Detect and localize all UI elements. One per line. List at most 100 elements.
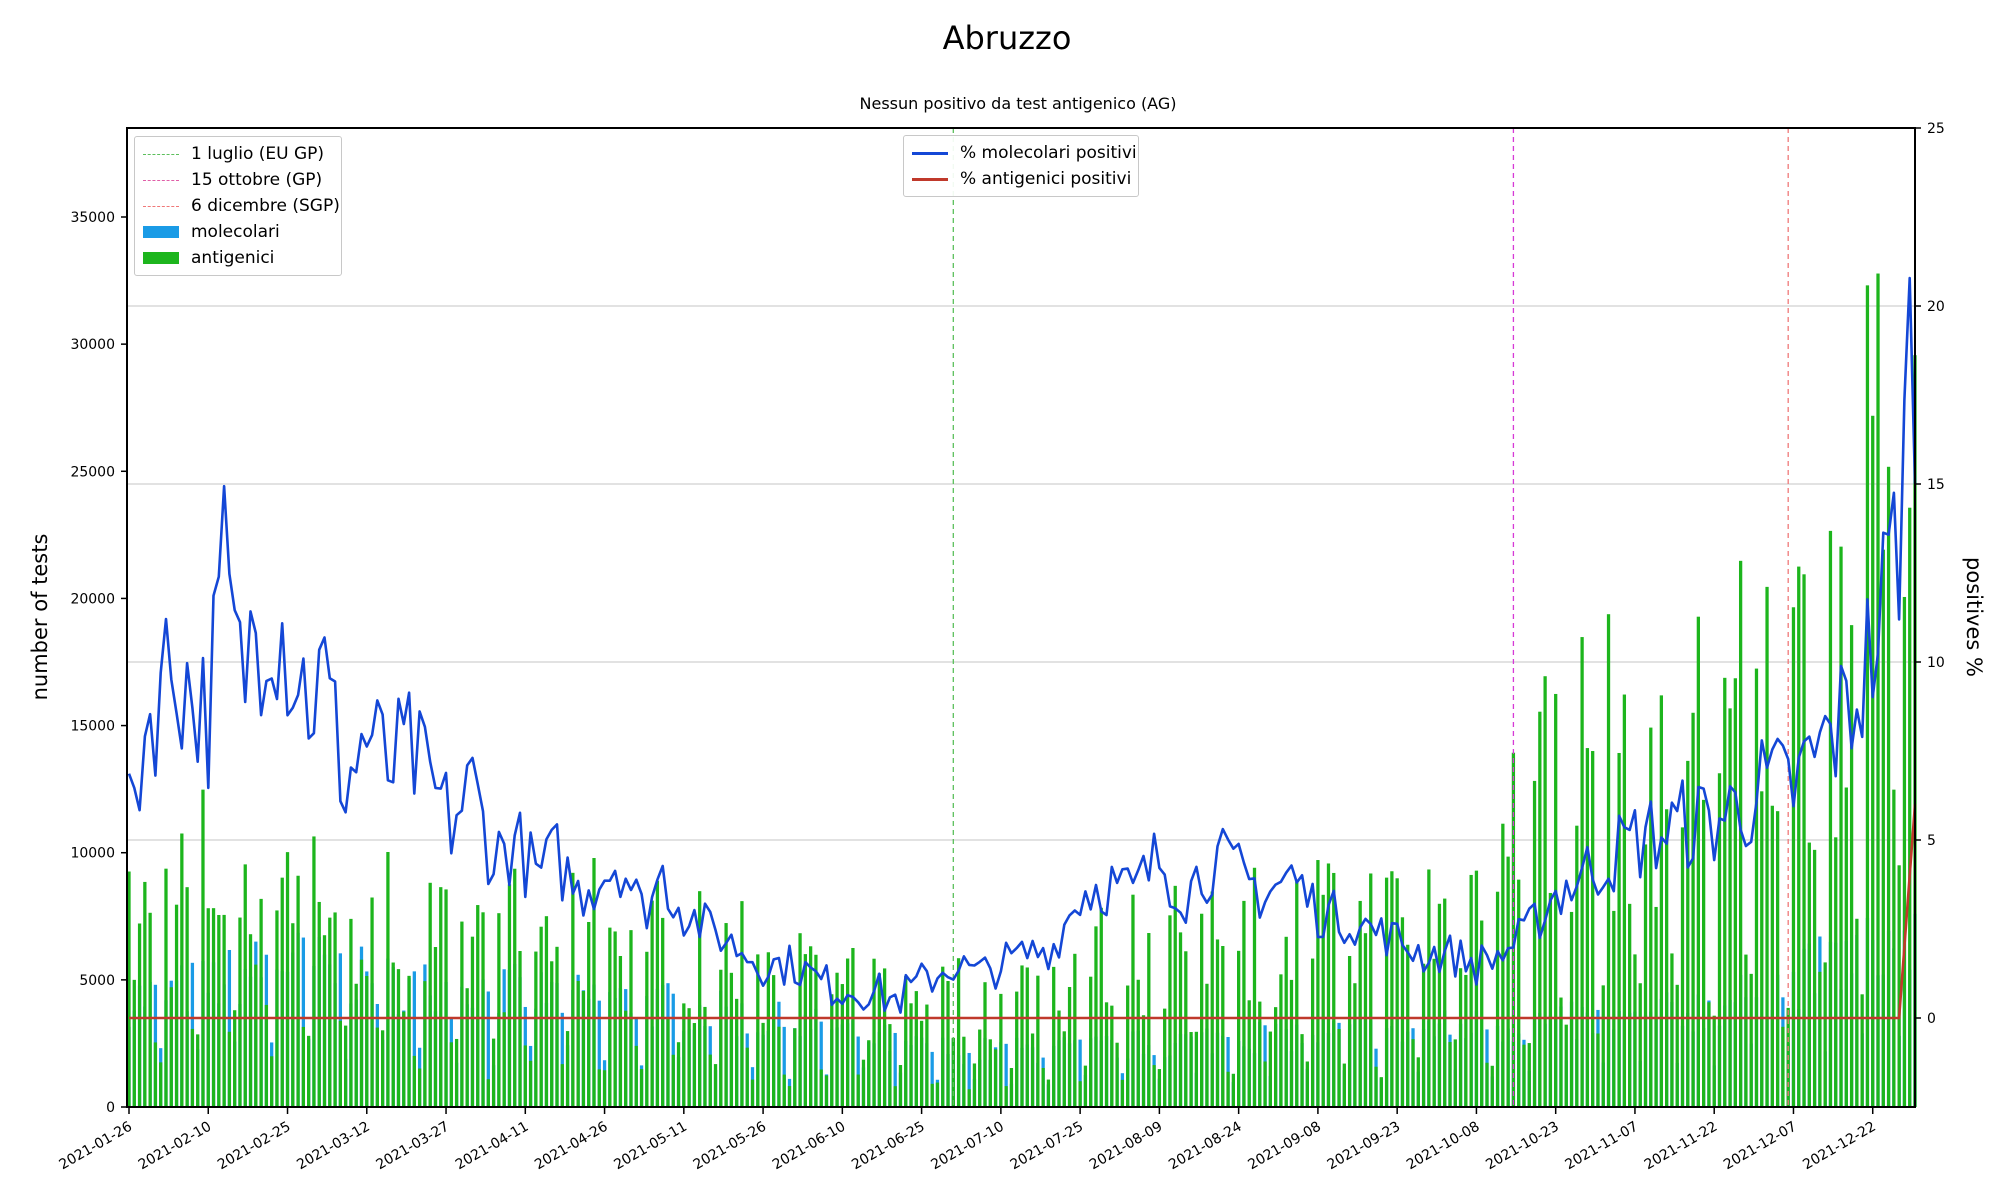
bar-antigenici <box>909 1003 913 1107</box>
bar-antigenici <box>1744 954 1748 1107</box>
bar-antigenici <box>1844 787 1848 1107</box>
bar-antigenici <box>1168 915 1172 1107</box>
bar-antigenici <box>502 1012 506 1107</box>
legend-swatch <box>912 151 948 155</box>
bar-antigenici <box>497 913 501 1107</box>
legend-swatch <box>143 252 179 264</box>
bar-antigenici <box>1221 945 1225 1107</box>
x-tick-label: 2021-02-25 <box>215 1119 293 1174</box>
bar-antigenici <box>1379 1077 1383 1107</box>
bar-antigenici <box>925 1004 929 1107</box>
bar-antigenici <box>930 1083 934 1107</box>
bar-antigenici <box>560 1064 564 1107</box>
bar-antigenici <box>1828 530 1833 1107</box>
bar-antigenici <box>1126 985 1130 1107</box>
bar-antigenici <box>217 915 221 1107</box>
bar-antigenici <box>1495 891 1500 1107</box>
bar-antigenici <box>507 884 512 1107</box>
bar-antigenici <box>254 964 258 1107</box>
bar-antigenici <box>618 955 623 1107</box>
bar-antigenici <box>423 981 427 1107</box>
bar-antigenici <box>1289 979 1294 1107</box>
legend-swatch <box>143 205 179 207</box>
bar-antigenici <box>1908 507 1912 1107</box>
bar-antigenici <box>143 881 147 1107</box>
bar-antigenici <box>1770 805 1774 1107</box>
bar-antigenici <box>809 946 813 1107</box>
bar-antigenici <box>1115 1042 1119 1107</box>
bar-molecolari <box>301 937 306 1107</box>
bar-antigenici <box>1089 976 1093 1107</box>
bar-antigenici <box>528 1060 533 1107</box>
bar-antigenici <box>624 1010 628 1107</box>
bar-antigenici <box>1559 997 1563 1107</box>
bar-antigenici <box>280 877 284 1107</box>
bar-antigenici <box>1702 799 1706 1107</box>
bar-antigenici <box>1876 273 1880 1108</box>
bar-antigenici <box>888 1024 892 1107</box>
bar-antigenici <box>338 1020 342 1107</box>
x-tick-label: 2021-09-23 <box>1325 1119 1403 1174</box>
series-lines <box>127 276 1917 1020</box>
bar-antigenici <box>1305 1061 1309 1107</box>
bar-antigenici <box>1025 967 1029 1107</box>
bar-antigenici <box>750 1079 755 1107</box>
bar-antigenici <box>1612 910 1616 1107</box>
bar-antigenici <box>1237 950 1241 1107</box>
y-axis-label: number of tests <box>28 534 52 701</box>
x-tick-label: 2021-09-08 <box>1245 1119 1323 1174</box>
bar-antigenici <box>1606 614 1611 1107</box>
x-tick-label: 2021-11-07 <box>1562 1119 1640 1174</box>
bar-antigenici <box>1152 1065 1156 1107</box>
bar-antigenici <box>1226 1071 1230 1107</box>
x-tick-label: 2021-06-25 <box>849 1119 927 1174</box>
bar-antigenici <box>639 1069 644 1107</box>
bar-antigenici <box>180 833 184 1107</box>
bar-antigenici <box>1147 933 1151 1107</box>
bar-antigenici <box>893 1086 897 1107</box>
bar-antigenici <box>544 916 549 1107</box>
bar-antigenici <box>1675 984 1679 1107</box>
bar-antigenici <box>407 975 411 1107</box>
bar-antigenici <box>1189 1032 1193 1107</box>
y2-axis-label: positives % <box>1962 557 1986 677</box>
x-tick-label: 2021-04-26 <box>532 1119 611 1174</box>
bar-antigenici <box>460 921 464 1107</box>
bar-antigenici <box>1712 1015 1716 1107</box>
bar-antigenici <box>396 969 401 1107</box>
bar-antigenici <box>713 1064 718 1107</box>
bar-antigenici <box>1110 1005 1114 1107</box>
bar-antigenici <box>1200 913 1204 1107</box>
bar-antigenici <box>914 991 918 1107</box>
legend-label: % molecolari positivi <box>960 143 1137 163</box>
bar-antigenici <box>1897 865 1901 1107</box>
bar-antigenici <box>1733 678 1737 1107</box>
bar-antigenici <box>1765 586 1769 1107</box>
bar-antigenici <box>1030 1033 1035 1107</box>
bar-antigenici <box>486 1079 490 1107</box>
bar-molecolari <box>819 1021 823 1107</box>
bar-molecolari <box>560 1012 564 1107</box>
bar-antigenici <box>1522 1044 1526 1107</box>
bar-antigenici <box>1622 694 1627 1107</box>
bar-antigenici <box>259 898 263 1107</box>
bar-antigenici <box>993 1049 998 1107</box>
bar-molecolari <box>486 991 490 1107</box>
bar-antigenici <box>661 917 665 1107</box>
bar-antigenici <box>1258 1001 1262 1107</box>
x-tick-label: 2021-11-22 <box>1642 1119 1720 1174</box>
bar-antigenici <box>1406 944 1410 1107</box>
bar-antigenici <box>1141 1015 1146 1107</box>
legend-swatch <box>143 153 179 155</box>
y2-tick-label: 5 <box>1927 833 1936 849</box>
bar-antigenici <box>729 972 734 1107</box>
bar-antigenici <box>449 1042 453 1107</box>
bar-antigenici <box>1569 911 1574 1107</box>
legend-item-1-luglio: 1 luglio (EU GP) <box>143 141 333 167</box>
bar-antigenici <box>1453 1039 1457 1107</box>
bar-antigenici <box>201 789 205 1107</box>
bar-antigenici <box>1886 466 1891 1107</box>
legend-label: 1 luglio (EU GP) <box>191 144 325 164</box>
bar-antigenici <box>270 1056 274 1107</box>
bar-antigenici <box>787 1086 792 1107</box>
